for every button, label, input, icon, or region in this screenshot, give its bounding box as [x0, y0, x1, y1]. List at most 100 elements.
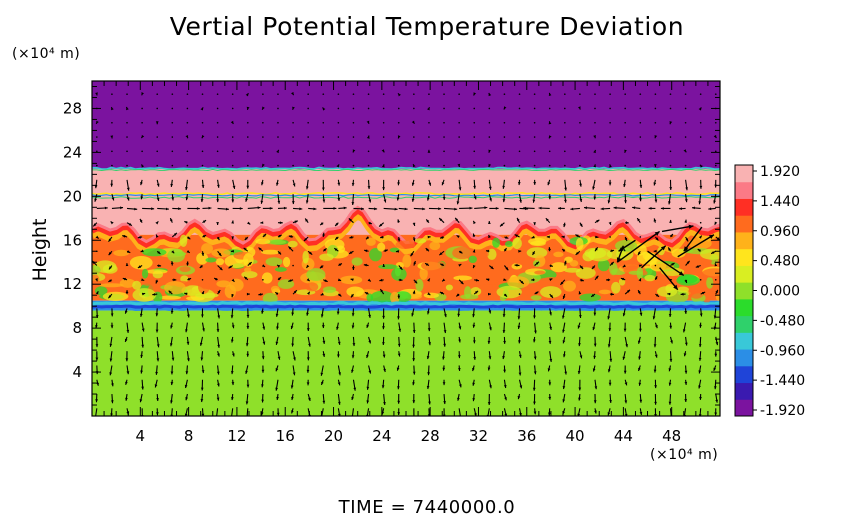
wind-vector-head — [351, 202, 355, 205]
wind-vector — [262, 93, 264, 95]
wind-vector — [548, 150, 551, 153]
wind-vector-head — [139, 313, 143, 317]
wind-vector-head — [246, 326, 250, 329]
wind-vector — [111, 150, 113, 153]
wind-vector-head — [473, 92, 477, 96]
turbulence-blob — [453, 275, 472, 281]
wind-vector-head — [579, 183, 582, 187]
wind-vector-head — [653, 218, 657, 222]
interface-streak — [92, 193, 720, 197]
chart-title: Vertial Potential Temperature Deviation — [169, 12, 685, 41]
wind-vector-head — [166, 207, 169, 211]
wind-vector — [156, 150, 159, 153]
wind-vector-head — [548, 92, 552, 96]
wind-vector-head — [714, 263, 718, 267]
wind-vector-head — [383, 402, 386, 405]
wind-vector — [171, 93, 174, 95]
wind-vector — [126, 121, 128, 124]
wind-vector-head — [231, 199, 235, 203]
wind-vector — [458, 408, 461, 416]
wind-vector-head — [246, 106, 250, 110]
wind-vector-head — [336, 326, 339, 330]
wind-vector-head — [366, 354, 369, 358]
turbulence-blob — [702, 292, 711, 304]
turbulence-blob — [262, 292, 278, 305]
wind-vector — [322, 121, 325, 124]
wind-vector-head — [548, 412, 551, 416]
wind-vector-head — [184, 384, 188, 388]
wind-vector — [413, 136, 415, 138]
wind-vector-head — [487, 367, 491, 371]
wind-vector-head — [562, 386, 566, 389]
wind-vector-head — [217, 315, 221, 319]
wind-vector-head — [578, 343, 581, 347]
wind-vector-head — [156, 183, 160, 187]
wind-vector — [616, 230, 661, 263]
wind-vector-head — [320, 372, 324, 376]
wind-vector-head — [685, 187, 688, 191]
wind-vector-head — [397, 316, 400, 320]
wind-vector — [714, 279, 717, 281]
wind-vector — [533, 93, 536, 95]
wind-vector-head — [714, 353, 718, 357]
wind-vector — [95, 408, 98, 416]
wind-vector-head — [202, 220, 206, 223]
wind-vector-head — [320, 292, 324, 296]
wind-vector — [487, 408, 490, 416]
wind-vector-head — [700, 164, 703, 168]
turbulence-blob — [102, 264, 118, 274]
turbulence-blob — [579, 293, 601, 302]
wind-vector-head — [216, 371, 220, 375]
wind-vector-head — [94, 198, 97, 202]
wind-vector-head — [126, 329, 130, 333]
wind-vector-head — [607, 412, 611, 416]
wind-vector-head — [713, 367, 717, 371]
wind-vector-head — [202, 235, 207, 238]
wind-vector-head — [713, 200, 716, 204]
wind-vector-head — [709, 234, 714, 239]
wind-vector-head — [170, 325, 173, 329]
wind-vector-head — [216, 222, 219, 225]
wind-vector — [564, 164, 566, 167]
wind-vector-head — [141, 328, 145, 332]
turbulence-blob — [179, 266, 191, 272]
wind-vector-head — [366, 400, 370, 404]
wind-vector-head — [110, 325, 114, 329]
wind-vector — [262, 136, 264, 138]
wind-vector-head — [427, 235, 431, 239]
wind-vector-head — [623, 370, 627, 374]
turbulence-blob — [241, 270, 258, 279]
wind-vector-head — [504, 397, 507, 401]
turbulence-blob — [402, 254, 412, 268]
wind-vector-head — [549, 312, 552, 316]
wind-vector-head — [684, 199, 688, 203]
wind-vector-head — [231, 382, 235, 385]
turbulence-blob — [563, 280, 576, 292]
wind-vector-head — [231, 397, 234, 401]
wind-vector-head — [683, 149, 687, 153]
wind-vector-head — [679, 207, 682, 210]
wind-vector-head — [368, 314, 371, 318]
wind-vector-head — [304, 238, 307, 241]
wind-vector-head — [155, 121, 159, 125]
wind-vector — [307, 150, 309, 153]
wind-vector-head — [595, 275, 599, 279]
wind-vector-head — [292, 106, 295, 110]
wind-vector — [683, 226, 703, 252]
turbulence-blob — [575, 267, 596, 279]
turbulence-blob — [351, 257, 363, 266]
wind-vector-head — [620, 277, 625, 281]
wind-vector-head — [699, 396, 702, 400]
wind-vector-head — [632, 206, 636, 210]
turbulence-blob — [688, 285, 705, 299]
x-tick-label: 32 — [469, 427, 488, 445]
wind-vector-head — [244, 237, 248, 241]
colorbar-segment — [735, 181, 753, 199]
turbulence-blob — [575, 237, 584, 250]
wind-vector-head — [95, 325, 98, 329]
wind-vector-head — [353, 387, 357, 391]
wind-vector-head — [306, 382, 310, 386]
wind-vector-head — [216, 199, 220, 203]
x-tick-label: 48 — [662, 427, 681, 445]
colorbar-segment — [735, 332, 753, 350]
